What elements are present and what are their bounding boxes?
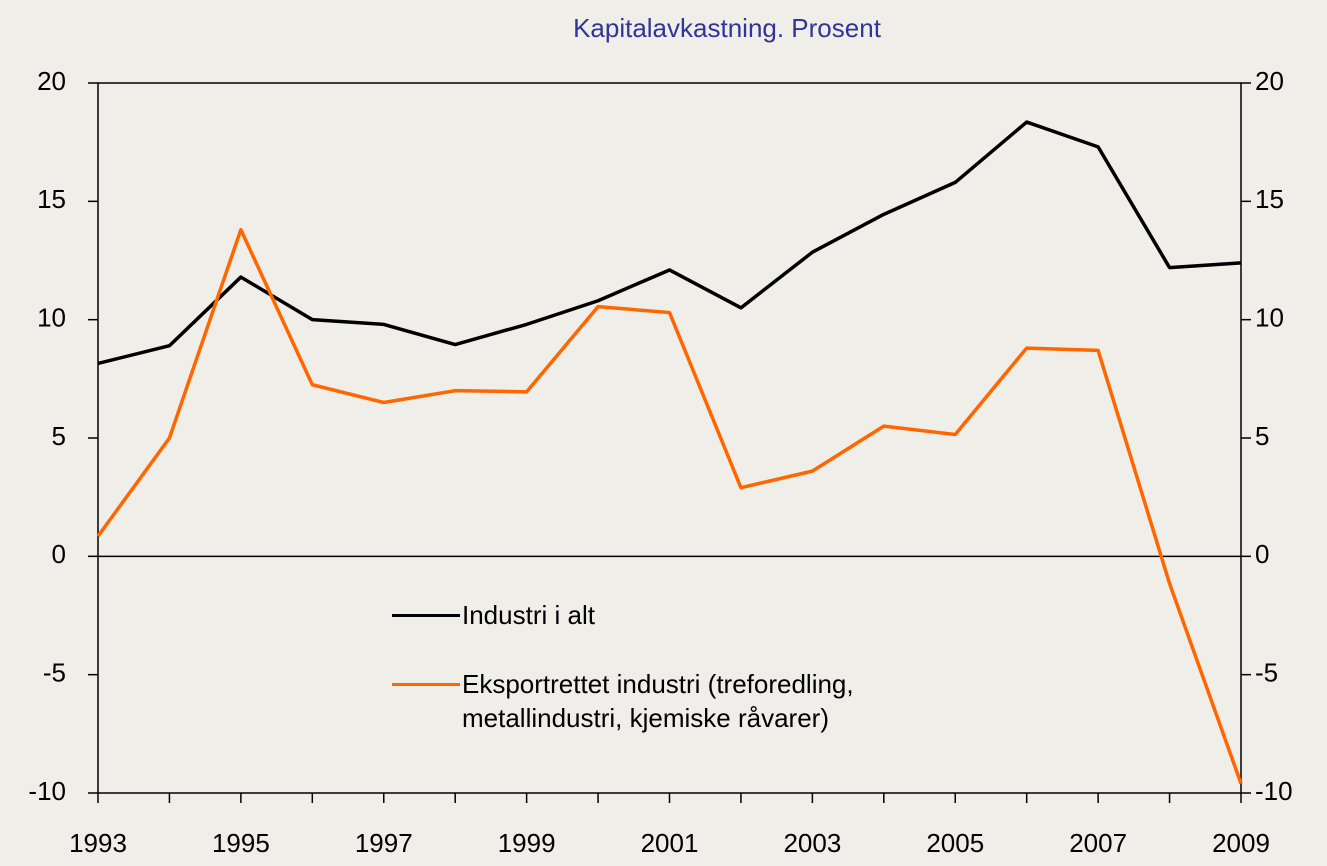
y2-tick-label: 5 [1255, 421, 1269, 451]
x-tick-label: 2001 [641, 828, 699, 858]
x-tick-label: 2007 [1069, 828, 1127, 858]
legend-swatch [392, 614, 460, 617]
x-tick-label: 1995 [212, 828, 270, 858]
legend-label: Industri i alt [462, 600, 595, 630]
y-tick-label: -5 [43, 658, 66, 688]
series-line [97, 120, 1242, 366]
y-tick-label: 10 [37, 303, 66, 333]
y2-tick-label: 20 [1255, 66, 1284, 96]
x-tick-label: 2009 [1212, 828, 1270, 858]
y-tick-label: 20 [37, 66, 66, 96]
y2-tick-label: 15 [1255, 184, 1284, 214]
y-tick-label: -10 [28, 776, 66, 806]
y2-tick-label: -5 [1255, 658, 1278, 688]
legend-label: Eksportrettet industri (treforedling, me… [462, 669, 854, 733]
chart-title: Kapitalavkastning. Prosent [573, 13, 882, 43]
legend-swatch [392, 683, 460, 686]
y-tick-label: 0 [52, 539, 66, 569]
y2-tick-label: 10 [1255, 303, 1284, 333]
series-line [96, 227, 1243, 785]
x-tick-label: 2005 [926, 828, 984, 858]
x-tick-label: 1999 [498, 828, 556, 858]
y2-tick-label: -10 [1255, 776, 1293, 806]
x-tick-label: 1993 [69, 828, 127, 858]
y2-tick-label: 0 [1255, 539, 1269, 569]
x-tick-label: 2003 [783, 828, 841, 858]
y-tick-label: 5 [52, 421, 66, 451]
x-tick-label: 1997 [355, 828, 413, 858]
y-tick-label: 15 [37, 184, 66, 214]
